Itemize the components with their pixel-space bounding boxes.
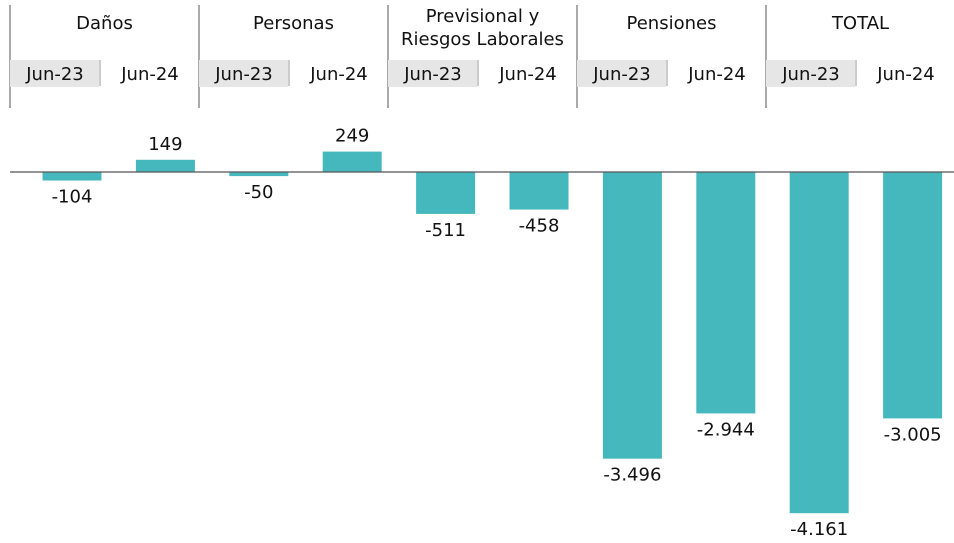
x-tick-label: Jun-24: [876, 64, 935, 85]
header-cell: [199, 60, 288, 87]
x-tick-label: Jun-23: [25, 64, 84, 85]
x-tick-label: Jun-24: [309, 64, 368, 85]
x-tick-label: Jun-23: [592, 64, 651, 85]
bar: [602, 172, 662, 459]
data-label: -3.005: [884, 424, 942, 445]
group-label: TOTAL: [831, 13, 890, 34]
x-tick-label: Jun-23: [214, 64, 273, 85]
bar: [322, 151, 382, 172]
x-tick-label: Jun-24: [687, 64, 746, 85]
group-label: Personas: [253, 13, 334, 34]
data-label: 149: [148, 134, 182, 155]
group-label: Previsional y Riesgos Laborales: [401, 6, 564, 50]
data-label: 249: [335, 126, 369, 147]
bar: [416, 172, 476, 214]
header-cell: [766, 60, 855, 87]
bar: [42, 172, 102, 181]
bar: [883, 172, 943, 419]
x-tick-label: Jun-24: [120, 64, 179, 85]
data-label: -458: [519, 216, 560, 237]
bar: [789, 172, 849, 514]
data-label: -511: [425, 220, 466, 241]
data-label: -50: [244, 182, 273, 203]
bar: [229, 172, 289, 177]
x-tick-label: Jun-23: [403, 64, 462, 85]
data-label: -3.496: [603, 465, 661, 486]
group-label: Daños: [76, 13, 133, 34]
x-tick-label: Jun-24: [498, 64, 557, 85]
x-tick-label: Jun-23: [781, 64, 840, 85]
group-label: Pensiones: [626, 13, 717, 34]
data-label: -4.161: [790, 519, 848, 540]
bar: [509, 172, 569, 210]
header-cell: [388, 60, 477, 87]
data-label: -104: [52, 187, 93, 208]
header-cell: [10, 60, 99, 87]
data-label: -2.944: [697, 419, 755, 440]
bar: [135, 159, 195, 172]
header-cell: [577, 60, 666, 87]
bar: [696, 172, 756, 414]
